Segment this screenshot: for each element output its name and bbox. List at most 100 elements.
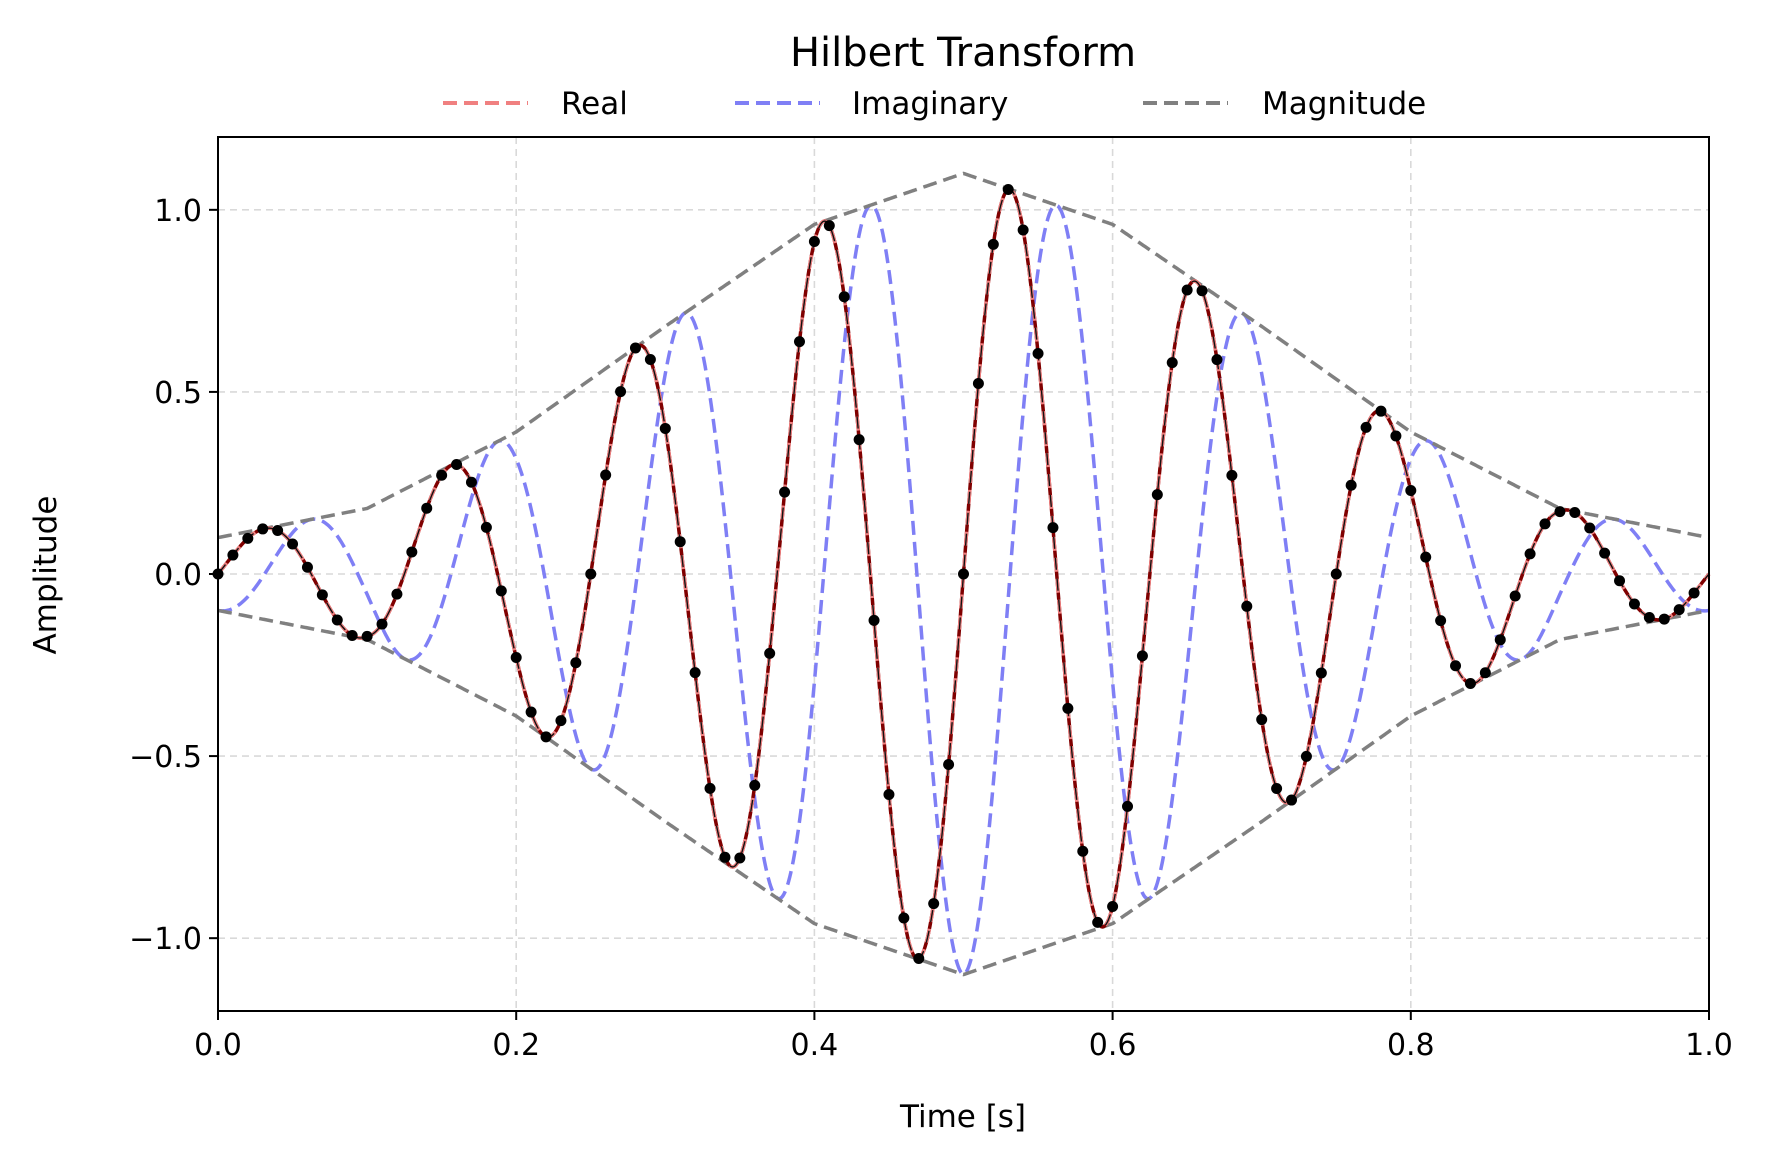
sample-point-92 [1584,522,1596,534]
sample-point-44 [868,614,880,626]
sample-point-41 [823,220,835,232]
sample-point-62 [1136,650,1148,662]
sample-point-13 [406,546,418,558]
sample-point-14 [421,502,433,514]
chart-title: Hilbert Transform [790,30,1136,76]
sample-point-42 [838,291,850,303]
sample-point-73 [1300,750,1312,762]
sample-point-35 [734,852,746,864]
series-magnitude-upper-line [217,171,1710,540]
sample-point-90 [1554,506,1566,518]
sample-point-75 [1330,568,1342,580]
sample-point-64 [1166,357,1178,369]
sample-point-74 [1315,667,1327,679]
sample-point-96 [1643,612,1655,623]
x-axis-label: Time [s] [899,1099,1026,1135]
sample-point-37 [764,647,776,659]
sample-point-67 [1211,354,1223,366]
sample-point-34 [719,851,731,863]
y-tick-label-4: 1.0 [154,194,202,229]
sample-point-87 [1509,590,1521,602]
sample-point-6 [301,561,313,573]
legend: Real Imaginary Magnitude [443,86,1426,122]
sample-point-4 [272,525,284,536]
sample-point-53 [1002,183,1014,195]
y-tick-label-1: −0.5 [129,740,202,775]
x-tick-label-4: 0.8 [1387,1028,1435,1063]
series-imaginary-line [217,203,1710,977]
sample-point-18 [480,521,492,533]
sample-point-3 [257,523,269,535]
sample-point-50 [958,568,969,580]
sample-point-45 [883,788,895,800]
sample-point-33 [704,782,716,794]
sample-point-56 [1047,522,1059,534]
y-tick-label-2: 0.0 [154,558,202,593]
sample-point-98 [1673,604,1685,616]
y-tick-label-3: 0.5 [154,376,202,411]
sample-point-51 [972,377,984,389]
x-tick-label-0: 0.0 [194,1028,242,1063]
legend-item-imaginary: Imaginary [735,86,1008,122]
sample-point-60 [1107,900,1119,912]
sample-point-48 [928,898,940,910]
sample-point-76 [1345,479,1357,491]
sample-point-58 [1077,845,1089,857]
series-real-dash-overlay [217,188,1710,960]
sample-point-22 [540,731,552,743]
sample-point-21 [525,706,537,718]
sample-point-52 [987,238,999,250]
sample-point-16 [451,459,463,471]
sample-markers [212,183,1700,965]
sample-point-5 [287,538,299,550]
sample-point-36 [749,779,761,791]
sample-point-78 [1375,405,1387,417]
sample-point-31 [674,536,686,548]
sample-point-25 [585,568,597,580]
sample-point-69 [1241,600,1253,612]
sample-point-29 [644,353,656,365]
sample-point-59 [1092,916,1104,928]
sample-point-83 [1450,660,1462,672]
sample-point-71 [1271,783,1283,795]
sample-point-72 [1286,794,1298,806]
legend-item-magnitude: Magnitude [1143,86,1426,122]
sample-point-43 [853,434,865,446]
sample-point-15 [436,469,448,481]
sample-point-10 [361,630,373,642]
sample-point-54 [1017,224,1029,236]
sample-point-57 [1062,702,1074,714]
x-tick-label-1: 0.2 [492,1028,540,1063]
sample-point-47 [913,953,925,965]
sample-point-95 [1628,598,1640,610]
y-axis-label: Amplitude [28,496,64,655]
sample-point-9 [346,630,358,642]
sample-point-86 [1494,634,1506,646]
sample-point-23 [555,715,567,727]
sample-point-85 [1479,667,1491,679]
sample-point-11 [376,618,388,630]
sample-point-1 [227,549,239,561]
sample-point-55 [1032,348,1044,360]
sample-point-97 [1658,613,1670,625]
sample-point-19 [495,585,507,597]
sample-point-26 [600,469,612,481]
sample-point-24 [570,657,582,669]
sample-point-66 [1196,285,1208,297]
sample-point-27 [615,386,627,398]
sample-point-61 [1122,800,1134,812]
sample-point-81 [1420,551,1432,563]
legend-item-real: Real [443,86,628,122]
sample-point-46 [898,912,910,924]
x-tick-label-3: 0.6 [1089,1028,1137,1063]
sample-point-99 [1688,587,1700,599]
sample-point-40 [808,236,820,248]
sample-point-93 [1599,547,1611,559]
sample-point-82 [1435,615,1447,627]
y-tick-label-0: −1.0 [129,922,202,957]
sample-point-49 [943,759,955,771]
x-tick-label-5: 1.0 [1685,1028,1733,1063]
sample-point-89 [1539,518,1551,530]
sample-point-68 [1226,469,1238,481]
